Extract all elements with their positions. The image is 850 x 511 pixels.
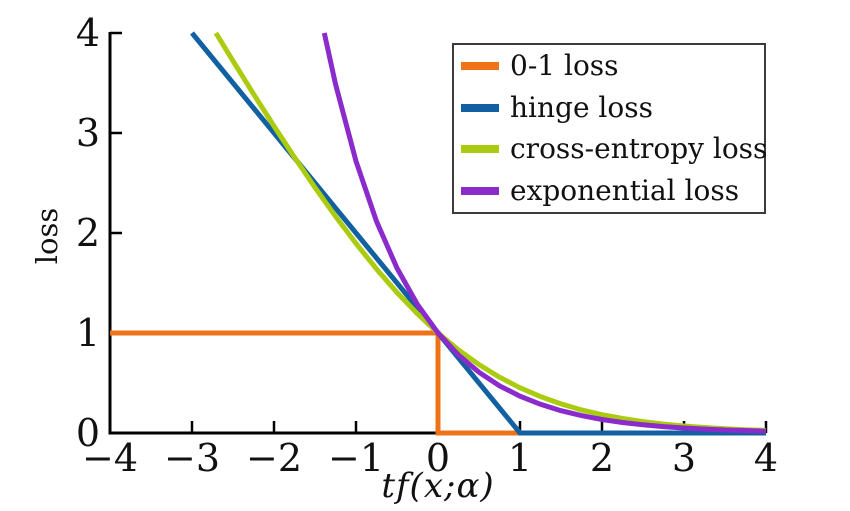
series-line-0-1-loss (110, 330, 766, 436)
legend-label: exponential loss (510, 174, 740, 208)
y-tick-label: 3 (76, 111, 100, 155)
x-tick-label: 3 (672, 436, 696, 480)
legend-swatch-4 (461, 187, 499, 196)
x-tick-label: 4 (754, 436, 778, 480)
legend-item: hinge loss (461, 90, 764, 124)
y-tick-label: 0 (76, 411, 100, 455)
x-tick-label: 2 (590, 436, 614, 480)
x-tick-label: −3 (164, 436, 220, 480)
legend-item: cross-entropy loss (461, 132, 768, 166)
x-axis-label: tf(x;α) (381, 466, 495, 506)
legend-label: cross-entropy loss (510, 132, 768, 166)
legend-swatch-3 (461, 145, 499, 154)
legend-label: 0-1 loss (510, 48, 619, 82)
legend-item: 0-1 loss (461, 48, 764, 82)
legend: 0-1 loss hinge loss cross-entropy loss expo… (452, 43, 768, 214)
x-tick-label: −2 (246, 436, 302, 480)
y-axis-label: loss (30, 207, 64, 265)
series-line-exponential-loss (321, 32, 767, 434)
legend-swatch-2 (461, 103, 499, 112)
legend-swatch-1 (461, 61, 499, 70)
y-tick-label: 2 (76, 211, 100, 255)
y-tick-label: 4 (76, 11, 100, 55)
y-tick-label: 1 (76, 311, 100, 355)
legend-label: hinge loss (510, 90, 653, 124)
legend-item: exponential loss (461, 177, 764, 205)
x-tick-label: −4 (82, 436, 138, 480)
x-tick-label: 1 (508, 436, 532, 480)
x-tick-label: 0 (426, 436, 450, 480)
x-tick-label: −1 (328, 436, 384, 480)
